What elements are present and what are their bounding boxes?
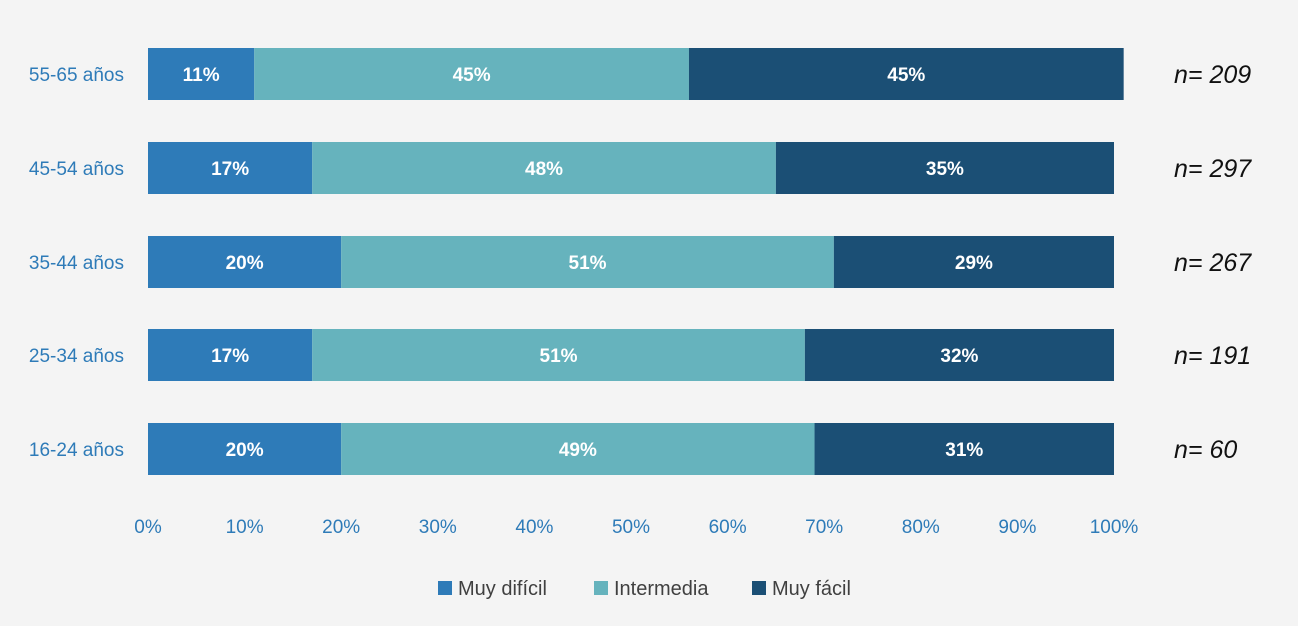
sample-size-labels: n= 209 n= 297 n= 267 n= 191 n= 60 — [1174, 61, 1252, 464]
x-tick-label: 70% — [805, 517, 843, 538]
category-label: 35-44 años — [29, 253, 124, 274]
sample-size-label: n= 60 — [1174, 436, 1237, 464]
sample-size-label: n= 191 — [1174, 342, 1251, 370]
x-tick-label: 80% — [902, 517, 940, 538]
category-label: 45-54 años — [29, 159, 124, 180]
legend-label: Muy difícil — [458, 578, 547, 600]
category-label: 25-34 años — [29, 346, 124, 367]
x-axis: 0% 10% 20% 30% 40% 50% 60% 70% 80% 90% 100% — [134, 517, 1138, 538]
bar-segment — [148, 423, 342, 475]
data-label: 17% — [211, 346, 249, 367]
data-label: 17% — [211, 159, 249, 180]
x-tick-label: 40% — [515, 517, 553, 538]
data-label: 11% — [183, 65, 220, 86]
bar-segment — [312, 329, 805, 381]
data-label: 51% — [569, 253, 607, 274]
legend-swatch — [752, 581, 766, 595]
x-tick-label: 60% — [709, 517, 747, 538]
x-tick-label: 10% — [226, 517, 264, 538]
x-tick-label: 90% — [998, 517, 1036, 538]
data-label: 48% — [525, 159, 563, 180]
category-label: 16-24 años — [29, 440, 124, 461]
sample-size-label: n= 267 — [1174, 249, 1252, 277]
data-label: 20% — [226, 253, 264, 274]
bar-segment — [804, 329, 1114, 381]
x-tick-label: 50% — [612, 517, 650, 538]
data-label: 45% — [453, 65, 491, 86]
legend: Muy difícil Intermedia Muy fácil — [438, 578, 851, 600]
bar-segment — [148, 329, 313, 381]
bar-segment — [254, 48, 689, 100]
bar-segment — [814, 423, 1114, 475]
data-label: 31% — [945, 440, 983, 461]
data-label: 51% — [540, 346, 578, 367]
bar-segment — [688, 48, 1124, 100]
legend-swatch — [438, 581, 452, 595]
data-label: 35% — [926, 159, 964, 180]
bar-segment — [312, 142, 776, 194]
legend-label: Intermedia — [614, 578, 709, 600]
data-label: 49% — [559, 440, 597, 461]
bar-segment — [775, 142, 1114, 194]
x-tick-label: 30% — [419, 517, 457, 538]
x-tick-label: 0% — [134, 517, 162, 538]
data-label: 45% — [887, 65, 925, 86]
legend-label: Muy fácil — [772, 578, 851, 600]
x-tick-label: 20% — [322, 517, 360, 538]
sample-size-label: n= 209 — [1174, 61, 1251, 89]
legend-swatch — [594, 581, 608, 595]
category-label: 55-65 años — [29, 65, 124, 86]
bar-segment — [148, 142, 313, 194]
data-label: 20% — [226, 440, 264, 461]
category-labels: 55-65 años 45-54 años 35-44 años 25-34 años… — [29, 65, 124, 461]
data-label: 29% — [955, 253, 993, 274]
data-label: 32% — [940, 346, 978, 367]
bar-segment — [341, 236, 834, 288]
x-tick-label: 100% — [1090, 517, 1139, 538]
bar-segment — [833, 236, 1114, 288]
sample-size-label: n= 297 — [1174, 155, 1252, 183]
bar-segment — [148, 48, 255, 100]
bar-segment — [148, 236, 342, 288]
bar-segment — [341, 423, 815, 475]
bars-group: 11% 45% 45% 17% 48% 35% 20% 51% 29% 17% 51% 32% 20% 4… — [148, 48, 1124, 475]
